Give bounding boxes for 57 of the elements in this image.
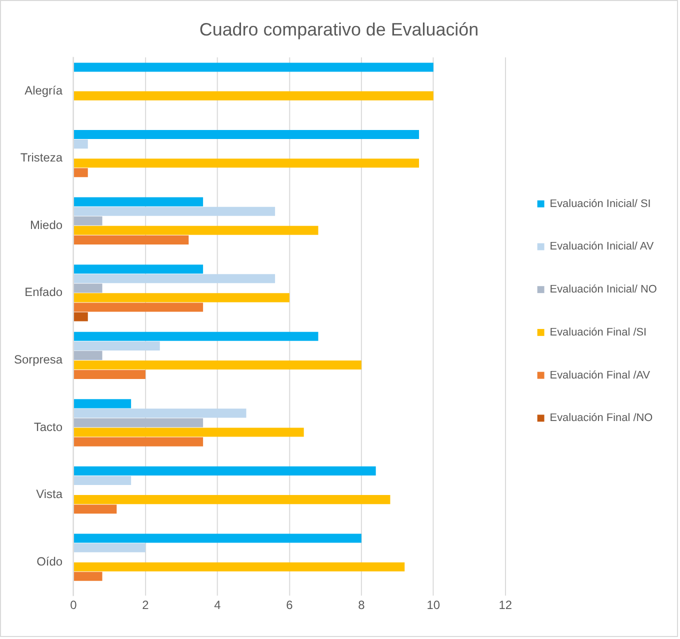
bar	[74, 408, 246, 418]
bar	[74, 274, 276, 284]
y-tick-label: Sorpresa	[14, 352, 63, 367]
x-tick-label: 12	[498, 598, 512, 612]
legend-label: Evaluación Inicial/ NO	[550, 284, 657, 296]
bar	[74, 206, 276, 216]
chart-title: Cuadro comparativo de Evaluación	[199, 20, 479, 40]
legend-label: Evaluación Inicial/ AV	[550, 240, 654, 253]
bar	[74, 466, 376, 476]
bar	[74, 360, 362, 370]
y-tick-label: Tacto	[34, 420, 63, 434]
legend-label: Evaluación Final /SI	[550, 326, 647, 338]
legend-label: Evaluación Final /NO	[550, 412, 653, 424]
x-tick-label: 6	[286, 598, 294, 612]
bar	[74, 543, 146, 552]
y-tick-label: Tristeza	[20, 150, 63, 165]
x-tick-label: 10	[426, 598, 440, 612]
bar	[74, 495, 390, 504]
bar	[74, 534, 362, 543]
bar	[74, 91, 434, 100]
bar	[74, 140, 88, 149]
x-tick-label: 8	[358, 598, 366, 612]
legend-label: Evaluación Inicial/ SI	[550, 198, 651, 210]
bar	[74, 302, 204, 312]
bar	[74, 226, 318, 235]
bar	[74, 370, 146, 380]
bar	[74, 350, 102, 360]
bar	[74, 62, 434, 72]
bar	[74, 341, 160, 350]
bar	[74, 572, 102, 581]
bar	[74, 158, 420, 168]
bar	[74, 428, 304, 437]
bar	[74, 264, 204, 274]
y-tick-label: Vista	[36, 487, 63, 502]
x-tick-label: 0	[70, 598, 78, 612]
bar	[74, 504, 117, 514]
bar	[74, 130, 420, 140]
bar	[74, 437, 204, 446]
bar	[74, 216, 102, 226]
y-tick-label: Alegría	[24, 83, 63, 98]
bar	[74, 476, 132, 486]
bar	[74, 293, 290, 302]
bar	[74, 562, 405, 572]
x-tick-label: 4	[214, 598, 222, 612]
x-tick-label: 2	[142, 598, 150, 612]
y-tick-label: Enfado	[24, 285, 63, 300]
bar	[74, 197, 204, 206]
bar	[74, 168, 88, 178]
bar	[74, 418, 204, 428]
legend-label: Evaluación Final /AV	[550, 369, 651, 382]
bar	[74, 332, 318, 341]
bar	[74, 312, 88, 322]
bar	[74, 284, 102, 293]
bar	[74, 235, 189, 244]
bar	[74, 399, 132, 408]
y-tick-label: Miedo	[30, 218, 63, 232]
y-tick-label: Oído	[36, 554, 63, 568]
